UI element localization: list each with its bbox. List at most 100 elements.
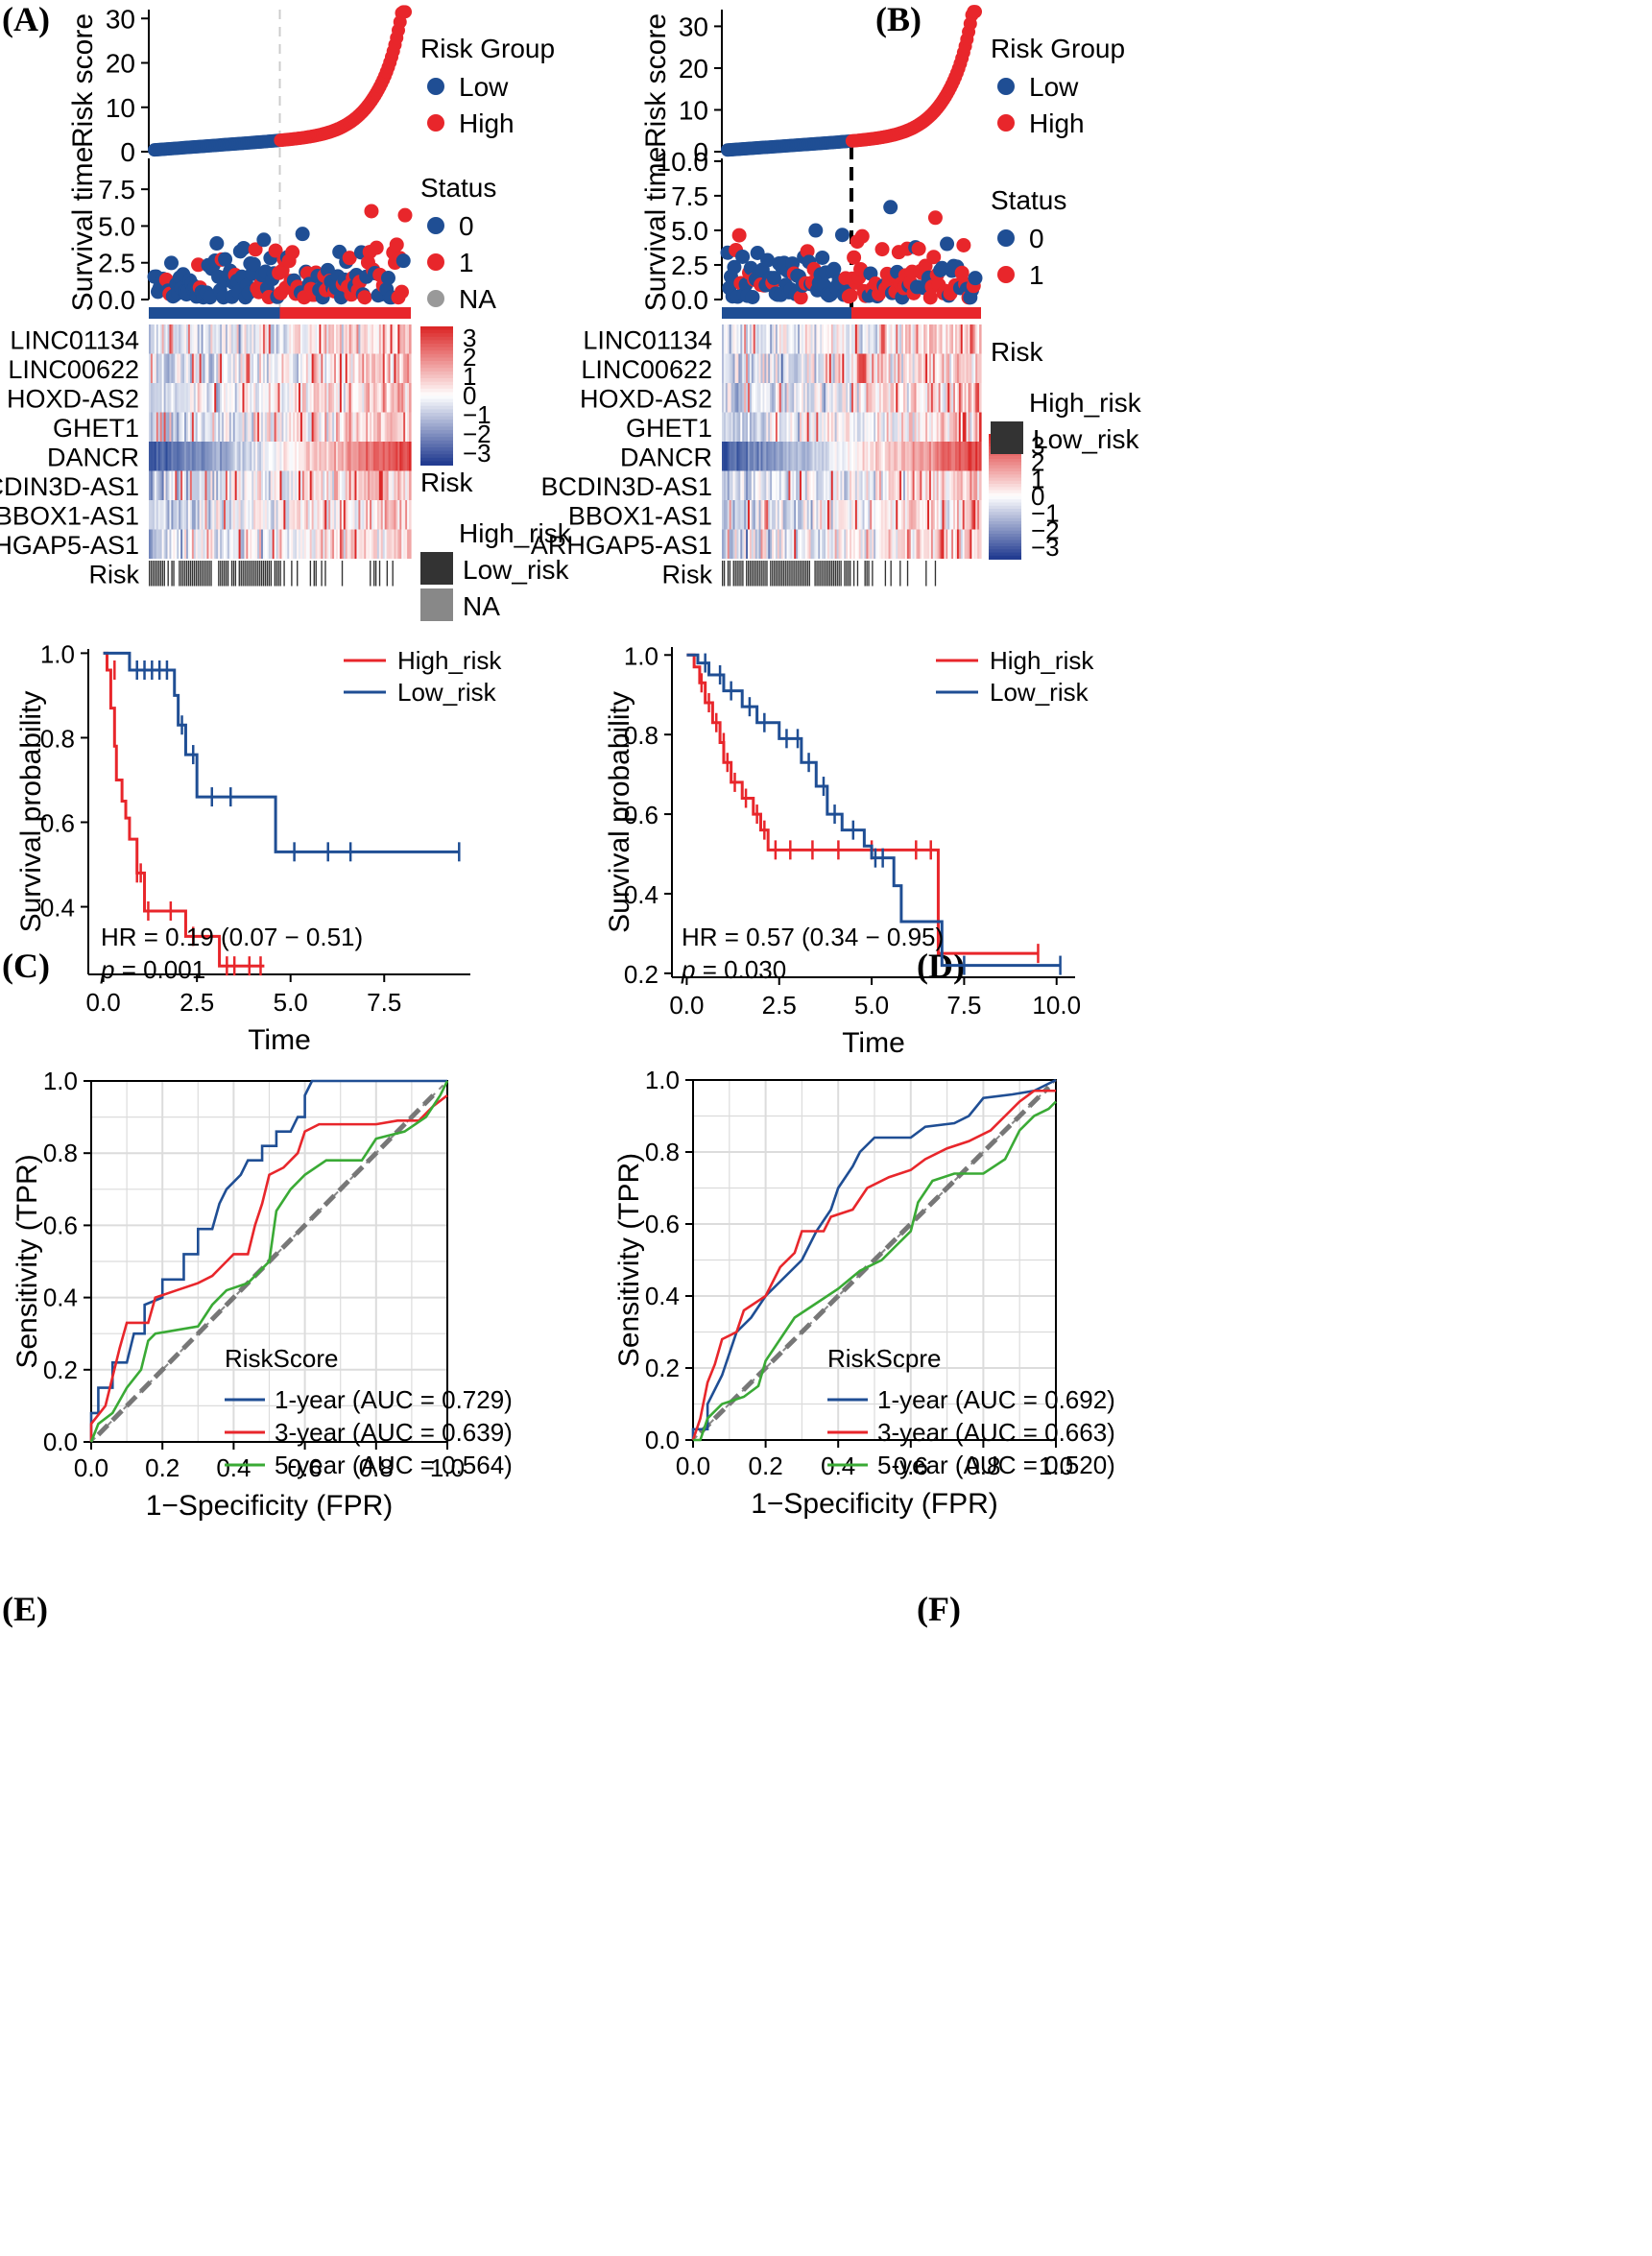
- heatmap-cell: [894, 442, 897, 471]
- heatmap-cell: [762, 412, 765, 442]
- heatmap-cell: [394, 353, 396, 383]
- heatmap-cell: [238, 529, 242, 559]
- heatmap-cell: [150, 412, 154, 442]
- risk-row-mark: [224, 561, 226, 587]
- heatmap-cell: [171, 353, 174, 383]
- survival-point: [854, 228, 870, 244]
- heatmap-cell: [358, 442, 361, 471]
- heatmap-cell: [740, 500, 743, 530]
- km-curve-high-risk: [103, 651, 265, 968]
- heatmap-cell: [206, 383, 209, 413]
- heatmap-cell: [330, 529, 333, 559]
- heatmap-cell: [350, 353, 354, 383]
- heatmap-cell: [386, 500, 390, 530]
- heatmap-cell: [313, 529, 317, 559]
- heatmap-cell: [297, 529, 299, 559]
- heatmap-cell: [208, 353, 211, 383]
- heatmap-cell: [253, 412, 256, 442]
- heatmap-cell: [826, 324, 828, 354]
- heatmap-cell: [846, 353, 849, 383]
- heatmap-cell: [193, 353, 197, 383]
- heatmap-cell: [832, 383, 836, 413]
- heatmap-cell: [762, 353, 765, 383]
- heatmap-cell: [749, 383, 753, 413]
- heatmap-cell: [347, 324, 350, 354]
- heatmap-cell: [904, 412, 908, 442]
- heatmap-cell: [238, 500, 242, 530]
- heatmap-cell: [167, 470, 171, 500]
- heatmap-cell: [858, 470, 862, 500]
- heatmap-cell: [356, 353, 359, 383]
- heatmap-cell: [191, 470, 195, 500]
- heatmap-cell: [727, 353, 730, 383]
- heatmap-cell: [830, 442, 834, 471]
- heatmap-cell: [723, 353, 727, 383]
- heatmap-cell: [274, 529, 277, 559]
- heatmap-cell: [358, 324, 361, 354]
- heatmap-cell: [257, 324, 260, 354]
- heatmap-cell: [395, 500, 398, 530]
- heatmap-cell: [326, 383, 329, 413]
- heatmap-cell: [751, 383, 754, 413]
- heatmap-cell: [848, 500, 850, 530]
- heatmap-cell: [851, 353, 854, 383]
- heatmap-cell: [409, 412, 412, 442]
- risk-row-mark: [208, 561, 210, 587]
- heatmap-cell: [874, 529, 876, 559]
- heatmap-cell: [328, 412, 331, 442]
- colorbar-segment: [989, 512, 1021, 516]
- colorbar-segment: [420, 329, 453, 335]
- heatmap-cell: [319, 324, 322, 354]
- heatmap-cell: [371, 383, 374, 413]
- colorbar-segment: [420, 326, 453, 331]
- heatmap-cell: [390, 500, 394, 530]
- heatmap-cell: [722, 412, 725, 442]
- heatmap-cell: [892, 442, 895, 471]
- heatmap-cell: [317, 353, 321, 383]
- heatmap-cell: [940, 470, 944, 500]
- heatmap-cell: [949, 324, 952, 354]
- heatmap-cell: [326, 353, 329, 383]
- heatmap-cell: [956, 412, 960, 442]
- heatmap-cell: [729, 442, 732, 471]
- heatmap-cell: [838, 353, 842, 383]
- heatmap-cell: [951, 442, 954, 471]
- heatmap-cell: [354, 383, 358, 413]
- colorbar-segment: [420, 457, 453, 463]
- heatmap-cell: [242, 324, 246, 354]
- heatmap-cell: [347, 412, 350, 442]
- heatmap-cell: [371, 412, 374, 442]
- heatmap-cell: [165, 383, 169, 413]
- heatmap-cell: [838, 470, 842, 500]
- heatmap-cell: [262, 442, 266, 471]
- heatmap-cell: [850, 383, 852, 413]
- heatmap-cell: [956, 383, 960, 413]
- heatmap-cell: [904, 500, 908, 530]
- heatmap-cell: [898, 353, 900, 383]
- heatmap-cell: [966, 529, 970, 559]
- survival-point: [731, 228, 747, 243]
- roc-x-tick-label: 0.0: [676, 1452, 710, 1480]
- heatmap-cell: [910, 383, 914, 413]
- heatmap-cell: [152, 442, 156, 471]
- heatmap-cell: [199, 529, 203, 559]
- heatmap-cell: [154, 383, 157, 413]
- heatmap-cell: [949, 529, 952, 559]
- risk-bar-high: [851, 307, 981, 319]
- heatmap-cell: [392, 470, 395, 500]
- km-x-tick-label: 2.5: [180, 988, 214, 1017]
- heatmap-cell: [313, 500, 317, 530]
- survival-point: [940, 236, 955, 252]
- status-legend-label: 1: [1029, 260, 1044, 290]
- heatmap-cell: [167, 442, 171, 471]
- colorbar-segment: [420, 447, 453, 452]
- heatmap-cell: [336, 500, 339, 530]
- heatmap-cell: [301, 353, 305, 383]
- risk-row-mark: [822, 561, 824, 587]
- heatmap-cell: [159, 529, 163, 559]
- heatmap-cell: [932, 470, 936, 500]
- heatmap-cell: [768, 383, 771, 413]
- heatmap-cell: [259, 383, 262, 413]
- colorbar-segment: [420, 416, 453, 421]
- heatmap-cell: [758, 353, 762, 383]
